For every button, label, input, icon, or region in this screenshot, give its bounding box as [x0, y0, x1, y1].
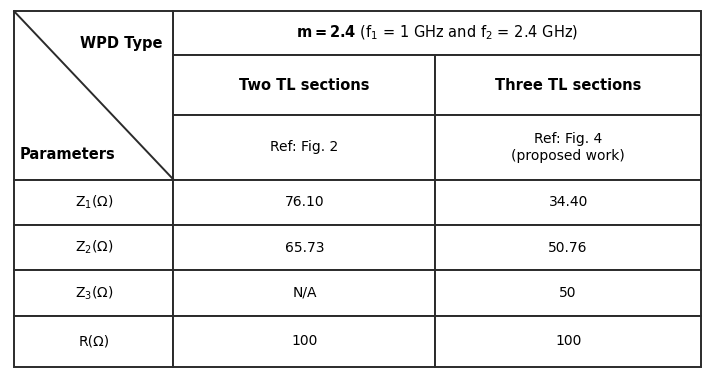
- Text: Ref: Fig. 2: Ref: Fig. 2: [270, 140, 338, 155]
- Bar: [173, 11, 701, 55]
- Bar: [14, 316, 173, 367]
- Bar: [14, 225, 173, 270]
- Text: Z$_2$(Ω): Z$_2$(Ω): [74, 239, 113, 256]
- Bar: [173, 115, 435, 180]
- Bar: [14, 11, 173, 180]
- Bar: [173, 180, 435, 225]
- Text: 50.76: 50.76: [549, 240, 588, 255]
- Text: 100: 100: [291, 334, 318, 348]
- Bar: [435, 316, 701, 367]
- Bar: [173, 316, 435, 367]
- Text: Z$_1$(Ω): Z$_1$(Ω): [74, 194, 113, 211]
- Text: N/A: N/A: [292, 286, 316, 300]
- Text: Ref: Fig. 4
(proposed work): Ref: Fig. 4 (proposed work): [511, 132, 625, 163]
- Text: Three TL sections: Three TL sections: [495, 77, 641, 93]
- Bar: [435, 225, 701, 270]
- Bar: [435, 180, 701, 225]
- Text: WPD Type: WPD Type: [80, 36, 163, 51]
- Bar: [435, 270, 701, 316]
- Text: $\bf{m = 2.4}$ (f$_1$ = 1 GHz and f$_2$ = 2.4 GHz): $\bf{m = 2.4}$ (f$_1$ = 1 GHz and f$_2$ …: [296, 24, 578, 42]
- Text: R(Ω): R(Ω): [79, 334, 109, 348]
- Bar: [435, 55, 701, 115]
- Bar: [14, 270, 173, 316]
- Text: 50: 50: [559, 286, 577, 300]
- Bar: [173, 270, 435, 316]
- Text: 34.40: 34.40: [549, 195, 588, 209]
- Text: 65.73: 65.73: [285, 240, 324, 255]
- Text: Parameters: Parameters: [20, 147, 115, 163]
- Bar: [435, 115, 701, 180]
- Text: Z$_3$(Ω): Z$_3$(Ω): [74, 284, 113, 302]
- Text: Two TL sections: Two TL sections: [239, 77, 370, 93]
- Text: 76.10: 76.10: [285, 195, 324, 209]
- Bar: [173, 225, 435, 270]
- Bar: [173, 55, 435, 115]
- Text: 100: 100: [555, 334, 581, 348]
- Bar: [14, 180, 173, 225]
